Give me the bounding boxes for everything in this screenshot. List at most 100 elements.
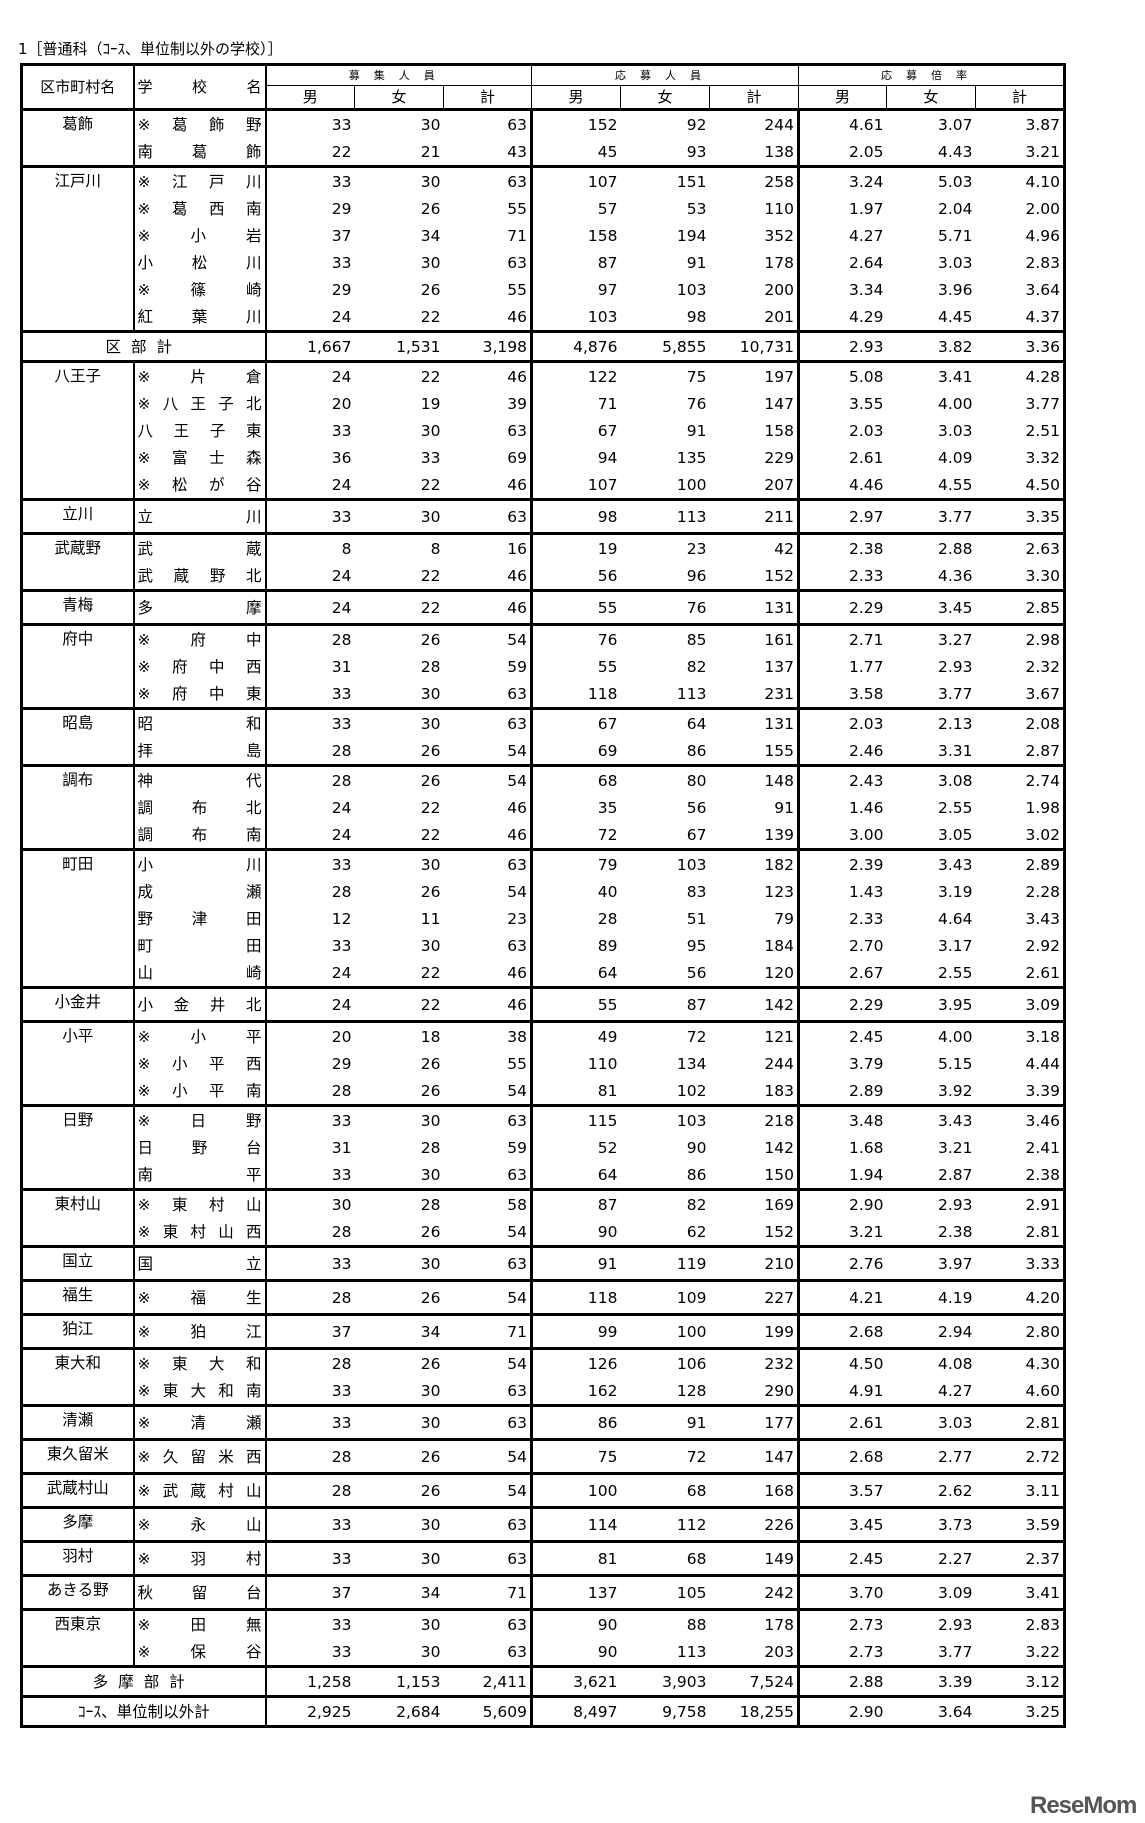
cell-value: 2.05 xyxy=(848,142,884,161)
cell-value: 33 xyxy=(331,1642,352,1661)
cell-value: 115 xyxy=(531,1104,621,1134)
cell-value: 40 xyxy=(597,882,618,901)
cell-value: 4.08 xyxy=(886,1347,976,1377)
subtotal-row: ｺｰｽ、単位制以外計 2,925 2,684 5,609 8,497 9,758 18,25… xyxy=(21,1695,1066,1727)
cell-value: 63 xyxy=(443,680,533,709)
cell-value: 177 xyxy=(709,1404,800,1440)
cell-value: 33 xyxy=(331,1381,352,1400)
cell-value: 75 xyxy=(620,360,710,390)
cell-value: 147 xyxy=(709,1438,800,1474)
cell-value: 3.77 xyxy=(886,498,976,534)
header-district: 区市町村名 xyxy=(21,64,135,111)
cell-value: 30 xyxy=(420,1381,441,1400)
cell-value: 3.70 xyxy=(798,1574,887,1610)
cell-value: 33 xyxy=(265,1104,355,1134)
cell-value: 3.79 xyxy=(848,1054,884,1073)
table-row: 国立 国立 33 30 63 91 119 210 2.76 3.97 3.33 xyxy=(21,1245,1066,1281)
subtotal-row: 多摩部計 1,258 1,153 2,411 3,621 3,903 7,524 2.88 3.… xyxy=(21,1665,1066,1697)
cell-value: 2.27 xyxy=(886,1540,976,1576)
cell-value: 90 xyxy=(531,1608,621,1638)
cell-value: 352 xyxy=(709,222,800,249)
cell-value: 33 xyxy=(265,1245,355,1281)
cell-value: 3.17 xyxy=(937,936,973,955)
cell-value: 3.05 xyxy=(937,825,973,844)
cell-value: 2.41 xyxy=(975,1134,1066,1161)
cell-value: 76 xyxy=(686,394,707,413)
school-name: 八王子東 xyxy=(133,417,267,444)
cell-value: 18 xyxy=(354,1020,444,1050)
district-name: 小金井 xyxy=(21,986,135,1022)
table-row: 八王子 ※片倉 24 22 46 122 75 197 5.08 3.41 4.28 xyxy=(21,360,1066,500)
cell-value: 3,621 xyxy=(531,1665,621,1697)
cell-value: 158 xyxy=(587,226,618,245)
table-row: 狛江 ※狛江 37 34 71 99 100 199 2.68 2.94 2.80 xyxy=(21,1313,1066,1349)
cell-value: 4.37 xyxy=(975,303,1066,332)
district-name: 葛飾 xyxy=(21,108,135,167)
cell-value: 1.46 xyxy=(848,798,884,817)
cell-value: 3.39 xyxy=(886,1665,976,1697)
school-name: 日野台 xyxy=(133,1134,267,1161)
district-name: 町田 xyxy=(21,848,135,988)
cell-value: 229 xyxy=(709,444,800,471)
subtotal-label: ｺｰｽ、単位制以外計 xyxy=(21,1695,267,1727)
cell-value: 46 xyxy=(443,959,533,988)
cell-value: 2.71 xyxy=(798,623,887,653)
cell-value: 3.77 xyxy=(937,1642,973,1661)
cell-value: 168 xyxy=(709,1472,800,1508)
cell-value: 244 xyxy=(709,1050,800,1077)
cell-value: 24 xyxy=(265,986,355,1022)
cell-value: 22 xyxy=(420,475,441,494)
cell-value: 30 xyxy=(420,684,441,703)
cell-value: 3.64 xyxy=(975,276,1066,303)
cell-value: 22 xyxy=(354,986,444,1022)
cell-value: 138 xyxy=(709,138,800,167)
cell-value: 28 xyxy=(420,657,441,676)
cell-value: 71 xyxy=(597,394,618,413)
school-name: 神代 xyxy=(133,764,267,794)
cell-value: 5,855 xyxy=(620,330,710,362)
table-row: ※府中東 33 30 63 118 113 231 3.58 3.77 3.67 xyxy=(22,680,1066,709)
cell-value: 30 xyxy=(420,1642,441,1661)
cell-value: 110 xyxy=(709,195,800,222)
cell-value: 71 xyxy=(443,1313,533,1349)
district-name: 武蔵野 xyxy=(21,532,135,591)
cell-value: 5.15 xyxy=(937,1054,973,1073)
cell-value: 2.29 xyxy=(798,589,887,625)
table-row: 福生 ※福生 28 26 54 118 109 227 4.21 4.19 4.20 xyxy=(21,1279,1066,1315)
cell-value: 2.38 xyxy=(798,532,887,562)
cell-value: 19 xyxy=(531,532,621,562)
cell-value: 30 xyxy=(354,1104,444,1134)
school-name: 調布北 xyxy=(133,794,267,821)
header-sub: 計 xyxy=(709,85,799,111)
cell-value: 28 xyxy=(354,1188,444,1218)
cell-value: 2.83 xyxy=(975,1608,1066,1638)
cell-value: 93 xyxy=(686,142,707,161)
cell-value: 63 xyxy=(443,108,533,138)
header-group: 応募人員 xyxy=(531,64,799,86)
cell-value: 2.63 xyxy=(975,532,1066,562)
cell-value: 46 xyxy=(443,986,533,1022)
school-name: 南平 xyxy=(133,1161,267,1190)
school-name: 南葛飾 xyxy=(133,138,267,167)
school-name: 武蔵野北 xyxy=(133,562,267,591)
cell-value: 5.03 xyxy=(886,165,976,195)
cell-value: 4.45 xyxy=(937,307,973,326)
cell-value: 102 xyxy=(676,1081,707,1100)
cell-value: 2.13 xyxy=(886,707,976,737)
cell-value: 82 xyxy=(620,1188,710,1218)
cell-value: 4.28 xyxy=(975,360,1066,390)
district-name: 青梅 xyxy=(21,589,135,625)
cell-value: 26 xyxy=(354,1279,444,1315)
cell-value: 24 xyxy=(331,798,352,817)
cell-value: 118 xyxy=(531,1279,621,1315)
cell-value: 26 xyxy=(354,1347,444,1377)
cell-value: 33 xyxy=(265,707,355,737)
cell-value: 59 xyxy=(443,653,533,680)
cell-value: 3.95 xyxy=(886,986,976,1022)
cell-value: 2.89 xyxy=(848,1081,884,1100)
cell-value: 63 xyxy=(443,707,533,737)
cell-value: 2.83 xyxy=(975,249,1066,276)
cell-value: 131 xyxy=(709,589,800,625)
cell-value: 2.98 xyxy=(975,623,1066,653)
cell-value: 2.03 xyxy=(798,707,887,737)
